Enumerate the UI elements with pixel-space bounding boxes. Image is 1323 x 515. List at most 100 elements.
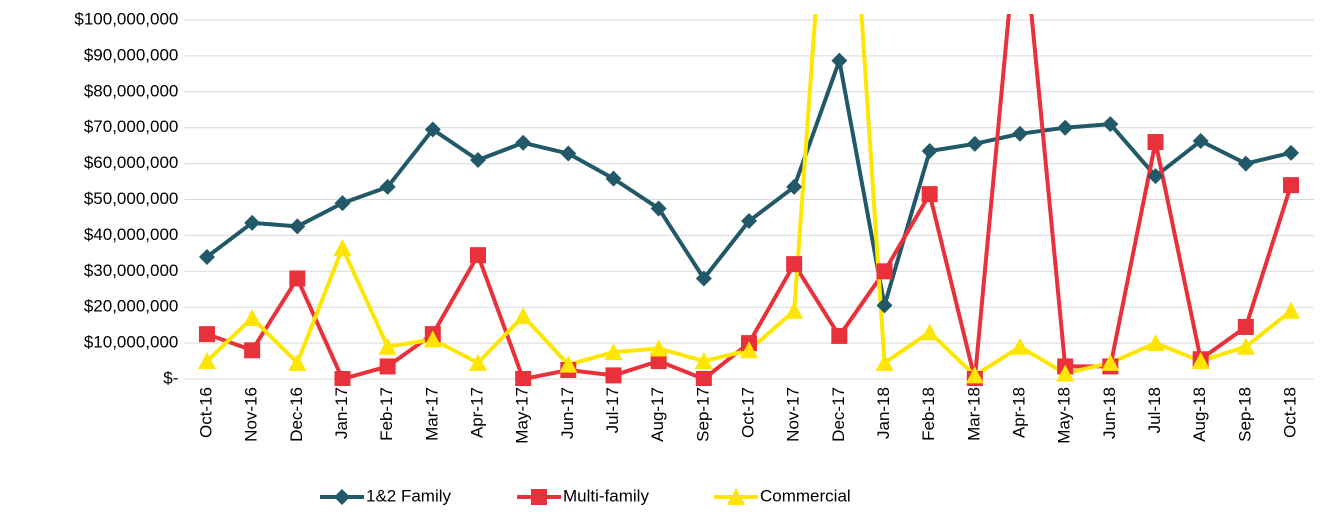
- marker: [1192, 132, 1209, 149]
- x-tick-label: Oct-18: [1281, 387, 1300, 438]
- marker: [695, 270, 712, 287]
- x-tick-label: Oct-16: [196, 387, 215, 438]
- marker: [1283, 177, 1300, 194]
- marker: [1283, 144, 1300, 161]
- legend: 1&2 Family Multi-family Commercial: [320, 486, 851, 505]
- marker: [198, 248, 215, 265]
- marker: [1147, 134, 1164, 151]
- x-tick-label: Oct-17: [738, 387, 757, 438]
- marker: [605, 367, 622, 384]
- marker: [379, 178, 396, 195]
- marker: [875, 353, 894, 371]
- marker: [1146, 334, 1165, 352]
- x-tick-label: May-18: [1055, 387, 1074, 444]
- marker: [695, 371, 712, 386]
- x-tick-label: Jun-18: [1100, 387, 1119, 439]
- marker: [514, 307, 533, 325]
- marker: [289, 270, 306, 287]
- x-tick-label: Feb-17: [377, 387, 396, 441]
- marker: [469, 152, 486, 169]
- marker: [379, 358, 396, 375]
- x-tick-label: Aug-18: [1190, 387, 1209, 442]
- y-tick-label: $-: [163, 368, 178, 387]
- marker: [876, 263, 893, 280]
- marker: [694, 352, 713, 370]
- labels: $- $10,000,000 $20,000,000 $30,000,000 $40,0…: [74, 9, 1299, 443]
- marker: [650, 200, 667, 217]
- marker: [198, 326, 215, 343]
- marker: [559, 355, 578, 373]
- marker: [1101, 353, 1120, 371]
- marker: [965, 366, 984, 384]
- marker: [786, 178, 803, 195]
- marker: [1282, 301, 1301, 319]
- marker: [831, 52, 848, 69]
- marker: [831, 327, 848, 344]
- plot-area: [197, 14, 1301, 386]
- marker: [1011, 337, 1030, 355]
- marker: [197, 352, 216, 370]
- marker: [560, 145, 577, 162]
- marker: [515, 371, 532, 386]
- marker: [468, 353, 487, 371]
- marker: [244, 342, 261, 359]
- marker: [1056, 364, 1075, 382]
- marker: [1012, 125, 1029, 142]
- marker: [1237, 155, 1254, 172]
- marker: [288, 353, 307, 371]
- marker: [1102, 116, 1119, 133]
- marker: [1237, 318, 1254, 335]
- x-tick-label: Jul-18: [1145, 387, 1164, 433]
- y-tick-label: $80,000,000: [84, 81, 179, 100]
- series-line: [206, 14, 1293, 381]
- x-tick-label: Sep-17: [693, 387, 712, 442]
- marker: [1147, 168, 1164, 185]
- marker: [1057, 119, 1074, 136]
- marker: [243, 308, 262, 326]
- marker: [334, 489, 350, 505]
- marker: [378, 337, 397, 355]
- marker: [921, 143, 938, 160]
- x-tick-label: Mar-18: [964, 387, 983, 441]
- x-tick-label: Apr-17: [467, 387, 486, 438]
- marker: [920, 323, 939, 341]
- legend-label: Commercial: [760, 486, 851, 505]
- marker: [334, 371, 351, 386]
- marker: [786, 256, 803, 273]
- x-tick-label: Apr-18: [1009, 387, 1028, 438]
- marker: [333, 238, 352, 256]
- y-tick-label: $30,000,000: [84, 261, 179, 280]
- x-tick-label: Jul-17: [603, 387, 622, 433]
- x-tick-label: Nov-16: [242, 387, 261, 442]
- marker: [424, 121, 441, 138]
- y-tick-label: $20,000,000: [84, 297, 179, 316]
- marker: [785, 301, 804, 319]
- marker: [469, 247, 486, 264]
- marker: [605, 170, 622, 187]
- x-tick-label: Jun-17: [558, 387, 577, 439]
- grid: [184, 19, 1314, 380]
- legend-label: Multi-family: [563, 486, 649, 505]
- marker: [289, 218, 306, 235]
- y-tick-label: $100,000,000: [74, 9, 178, 28]
- marker: [515, 134, 532, 151]
- x-tick-label: Nov-17: [784, 387, 803, 442]
- marker: [966, 135, 983, 152]
- y-tick-label: $70,000,000: [84, 117, 179, 136]
- legend-label: 1&2 Family: [366, 486, 452, 505]
- marker: [604, 343, 623, 361]
- x-tick-label: Sep-18: [1235, 387, 1254, 442]
- y-tick-label: $40,000,000: [84, 225, 179, 244]
- marker: [649, 339, 668, 357]
- marker: [650, 353, 667, 370]
- marker: [727, 488, 745, 505]
- x-tick-label: Feb-18: [919, 387, 938, 441]
- marker: [334, 195, 351, 212]
- marker: [244, 214, 261, 231]
- y-tick-label: $50,000,000: [84, 189, 179, 208]
- x-tick-label: May-17: [513, 387, 532, 444]
- marker: [921, 186, 938, 203]
- marker: [741, 213, 757, 230]
- x-tick-label: Dec-16: [287, 387, 306, 442]
- x-tick-label: Dec-17: [829, 387, 848, 442]
